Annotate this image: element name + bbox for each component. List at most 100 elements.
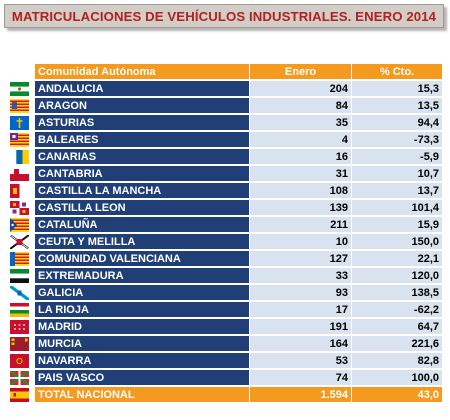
region-cell: PAIS VASCO bbox=[35, 370, 249, 386]
header-january: Enero bbox=[249, 64, 351, 80]
galicia-flag-icon bbox=[10, 286, 29, 300]
region-cell: ARAGON bbox=[35, 98, 249, 114]
total-label: TOTAL NACIONAL bbox=[35, 387, 249, 403]
table-row: CANTABRIA 31 10,7 bbox=[10, 166, 442, 183]
region-cell: CASTILLA LEON bbox=[35, 200, 249, 216]
total-january: 1.594 bbox=[249, 387, 351, 403]
region-cell: CATALUÑA bbox=[35, 217, 249, 233]
table-row: LA RIOJA 17 -62,2 bbox=[10, 302, 442, 319]
january-cell: 35 bbox=[249, 115, 351, 131]
pct-cell: 221,6 bbox=[351, 336, 442, 352]
la-rioja-flag-icon bbox=[10, 303, 29, 317]
pct-cell: 13,5 bbox=[351, 98, 442, 114]
region-cell: GALICIA bbox=[35, 285, 249, 301]
pct-cell: -73,3 bbox=[351, 132, 442, 148]
january-cell: 17 bbox=[249, 302, 351, 318]
region-cell: NAVARRA bbox=[35, 353, 249, 369]
table-row: GALICIA 93 138,5 bbox=[10, 285, 442, 302]
january-cell: 204 bbox=[249, 81, 351, 97]
page-title-banner: MATRICULACIONES DE VEHÍCULOS INDUSTRIALE… bbox=[4, 4, 444, 28]
january-cell: 211 bbox=[249, 217, 351, 233]
pct-cell: 100,0 bbox=[351, 370, 442, 386]
region-cell: COMUNIDAD VALENCIANA bbox=[35, 251, 249, 267]
table-row: CASTILLA LEON 139 101,4 bbox=[10, 200, 442, 217]
valencia-flag-icon bbox=[10, 252, 29, 266]
table-row: ANDALUCIA 204 15,3 bbox=[10, 81, 442, 98]
table-row: MADRID 191 64,7 bbox=[10, 319, 442, 336]
pct-cell: 22,1 bbox=[351, 251, 442, 267]
canarias-flag-icon bbox=[10, 150, 29, 164]
table-row: CASTILLA LA MANCHA 108 13,7 bbox=[10, 183, 442, 200]
table-row: ASTURIAS 35 94,4 bbox=[10, 115, 442, 132]
table-row: PAIS VASCO 74 100,0 bbox=[10, 370, 442, 387]
january-cell: 164 bbox=[249, 336, 351, 352]
castilla-la-mancha-flag-icon bbox=[10, 184, 29, 198]
january-cell: 4 bbox=[249, 132, 351, 148]
january-cell: 10 bbox=[249, 234, 351, 250]
region-cell: ANDALUCIA bbox=[35, 81, 249, 97]
pct-cell: 10,7 bbox=[351, 166, 442, 182]
region-cell: CANTABRIA bbox=[35, 166, 249, 182]
region-cell: MURCIA bbox=[35, 336, 249, 352]
january-cell: 31 bbox=[249, 166, 351, 182]
cataluna-flag-icon bbox=[10, 218, 29, 232]
table-row: EXTREMADURA 33 120,0 bbox=[10, 268, 442, 285]
page-title: MATRICULACIONES DE VEHÍCULOS INDUSTRIALE… bbox=[11, 8, 437, 24]
january-cell: 74 bbox=[249, 370, 351, 386]
january-cell: 191 bbox=[249, 319, 351, 335]
table-row: BALEARES 4 -73,3 bbox=[10, 132, 442, 149]
january-cell: 108 bbox=[249, 183, 351, 199]
region-cell: CASTILLA LA MANCHA bbox=[35, 183, 249, 199]
january-cell: 33 bbox=[249, 268, 351, 284]
pct-cell: 82,8 bbox=[351, 353, 442, 369]
pct-cell: 120,0 bbox=[351, 268, 442, 284]
region-cell: CEUTA Y MELILLA bbox=[35, 234, 249, 250]
pct-cell: 101,4 bbox=[351, 200, 442, 216]
region-cell: ASTURIAS bbox=[35, 115, 249, 131]
table-row: CANARIAS 16 -5,9 bbox=[10, 149, 442, 166]
january-cell: 93 bbox=[249, 285, 351, 301]
murcia-flag-icon bbox=[10, 337, 29, 351]
table-row: CEUTA Y MELILLA 10 150,0 bbox=[10, 234, 442, 251]
pct-cell: 15,9 bbox=[351, 217, 442, 233]
pct-cell: 138,5 bbox=[351, 285, 442, 301]
january-cell: 16 bbox=[249, 149, 351, 165]
table-row: CATALUÑA 211 15,9 bbox=[10, 217, 442, 234]
andalucia-flag-icon bbox=[10, 82, 29, 96]
region-cell: MADRID bbox=[35, 319, 249, 335]
castilla-leon-flag-icon bbox=[10, 201, 29, 215]
pct-cell: 94,4 bbox=[351, 115, 442, 131]
baleares-flag-icon bbox=[10, 133, 29, 147]
pct-cell: 150,0 bbox=[351, 234, 442, 250]
total-row: TOTAL NACIONAL 1.594 43,0 bbox=[10, 387, 442, 404]
cantabria-flag-icon bbox=[10, 167, 29, 181]
pct-cell: 15,3 bbox=[351, 81, 442, 97]
table-row: MURCIA 164 221,6 bbox=[10, 336, 442, 353]
navarra-flag-icon bbox=[10, 354, 29, 368]
january-cell: 139 bbox=[249, 200, 351, 216]
pct-cell: -5,9 bbox=[351, 149, 442, 165]
asturias-flag-icon bbox=[10, 116, 29, 130]
pct-cell: 13,7 bbox=[351, 183, 442, 199]
table-header-row: Comunidad Autónoma Enero % Cto. bbox=[10, 64, 442, 81]
table-row: NAVARRA 53 82,8 bbox=[10, 353, 442, 370]
spain-flag-icon bbox=[10, 388, 29, 402]
region-cell: LA RIOJA bbox=[35, 302, 249, 318]
pais-vasco-flag-icon bbox=[10, 371, 29, 385]
january-cell: 53 bbox=[249, 353, 351, 369]
header-region: Comunidad Autónoma bbox=[35, 64, 249, 80]
total-pct: 43,0 bbox=[351, 387, 442, 403]
pct-cell: -62,2 bbox=[351, 302, 442, 318]
region-cell: CANARIAS bbox=[35, 149, 249, 165]
extremadura-flag-icon bbox=[10, 269, 29, 283]
registrations-table: Comunidad Autónoma Enero % Cto. ANDALUCI… bbox=[10, 64, 442, 404]
aragon-flag-icon bbox=[10, 99, 29, 113]
header-pct: % Cto. bbox=[351, 64, 442, 80]
table-row: COMUNIDAD VALENCIANA 127 22,1 bbox=[10, 251, 442, 268]
january-cell: 127 bbox=[249, 251, 351, 267]
region-cell: BALEARES bbox=[35, 132, 249, 148]
region-cell: EXTREMADURA bbox=[35, 268, 249, 284]
january-cell: 84 bbox=[249, 98, 351, 114]
table-row: ARAGON 84 13,5 bbox=[10, 98, 442, 115]
ceuta-melilla-flag-icon bbox=[10, 235, 29, 249]
